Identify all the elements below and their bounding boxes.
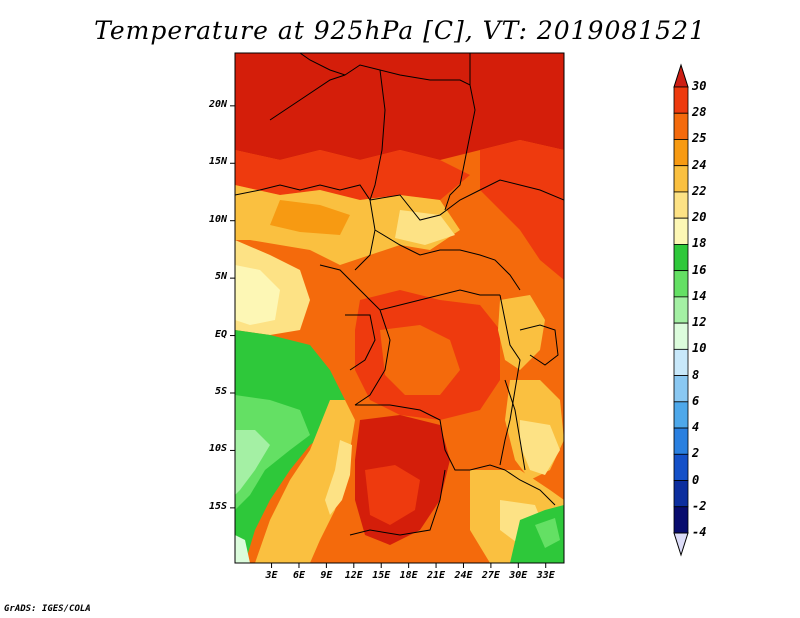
- boundary-line: [369, 179, 564, 221]
- light-green-zone-mozambique: [535, 518, 560, 548]
- colorbar-tick-label: 28: [692, 105, 707, 120]
- colorbar-swatch: [673, 217, 689, 245]
- boundaries: [235, 53, 564, 536]
- colorbar-tick-label: 16: [692, 262, 707, 277]
- colorbar-bottom-arrow: [673, 532, 689, 557]
- hot-zone-north: [235, 53, 564, 160]
- colorbar-swatch: [673, 427, 689, 455]
- lat-tick-label: 15N: [208, 156, 227, 168]
- colorbar-swatch: [673, 139, 689, 167]
- colorbar-tick-label: 22: [692, 183, 707, 198]
- colorbar-tick-label: 18: [692, 236, 707, 251]
- colorbar-tick-label: 14: [692, 288, 707, 303]
- latitude-ticks: [230, 105, 235, 509]
- boundary-line: [345, 314, 376, 371]
- colorbar-tick-label: -2: [692, 498, 707, 513]
- colorbar-swatch: [673, 86, 689, 114]
- colorbar-swatch: [673, 375, 689, 403]
- colorbar-swatch: [673, 401, 689, 429]
- boundary-line: [519, 324, 559, 366]
- credit-text: GrADS: IGES/COLA: [4, 604, 91, 614]
- lon-tick-label: 18E: [399, 570, 418, 581]
- colorbar-tick-label: 6: [692, 393, 700, 408]
- colorbar-tick-label: 4: [692, 420, 700, 435]
- lat-tick-label: 10N: [208, 213, 227, 225]
- colorbar-tick-label: 25: [692, 131, 707, 146]
- lon-tick-label: 27E: [481, 570, 500, 581]
- colorbar-tick-label: 0: [692, 472, 700, 487]
- colorbar-top-arrow: [673, 63, 689, 88]
- ocean-zone-palest: [235, 535, 250, 563]
- lon-tick-label: 6E: [292, 570, 305, 581]
- map-title: Temperature at 925hPa [C], VT: 201908152…: [94, 16, 706, 45]
- colorbar-swatch: [673, 244, 689, 272]
- boundary-line: [504, 379, 526, 471]
- temperature-field: [235, 53, 564, 563]
- boundary-line: [355, 404, 506, 471]
- lon-tick-label: 3E: [265, 570, 278, 581]
- colorbar-tick-label: -4: [692, 525, 707, 539]
- colorbar-swatch: [673, 270, 689, 298]
- lon-tick-label: 21E: [427, 570, 446, 581]
- coastal-strip-sw: [255, 400, 355, 563]
- colorbar-swatch: [673, 165, 689, 193]
- colorbar-tick-label: 30: [692, 79, 707, 93]
- colorbar-tick-label: 24: [692, 157, 707, 172]
- lat-tick-label: 5N: [214, 271, 227, 283]
- colorbar-tick-label: 2: [692, 446, 700, 461]
- ocean-zone-light-green: [235, 395, 310, 510]
- lon-tick-label: 12E: [344, 570, 363, 581]
- green-zone-mozambique: [510, 505, 564, 563]
- colorbar-swatch: [673, 322, 689, 350]
- colorbar: [673, 63, 689, 557]
- boundary-line: [374, 229, 521, 291]
- colorbar-tick-label: 8: [692, 367, 700, 382]
- map-frame: [234, 52, 565, 564]
- colorbar-swatch: [673, 296, 689, 324]
- coolest-zone-gulf: [235, 265, 280, 325]
- lon-tick-label: 15E: [372, 570, 391, 581]
- mid-band-sahel: [270, 200, 350, 235]
- cool-zone-highlands: [498, 295, 545, 370]
- cool-patch-tanzania: [520, 420, 560, 475]
- lat-tick-label: 5S: [214, 386, 227, 397]
- boundary-line: [504, 469, 556, 506]
- colorbar-swatch: [673, 480, 689, 508]
- lon-tick-label: 24E: [454, 570, 473, 581]
- coastal-strip-cool: [325, 440, 352, 515]
- lon-tick-label: 9E: [320, 570, 333, 581]
- boundary-line: [444, 84, 476, 211]
- boundary-line: [369, 69, 386, 201]
- boundary-line: [354, 309, 391, 406]
- boundary-line: [499, 294, 521, 466]
- ocean-zone-pale-green: [235, 430, 270, 495]
- warm-patch-angola: [365, 465, 420, 525]
- lat-tick-label: 10S: [208, 443, 227, 455]
- cool-patch-central: [395, 210, 455, 245]
- colorbar-swatch: [673, 112, 689, 140]
- lat-tick-label: EQ: [214, 328, 227, 340]
- lon-tick-label: 30E: [509, 570, 528, 581]
- colorbar-swatch: [673, 453, 689, 481]
- boundary-line: [235, 184, 376, 271]
- boundary-line: [319, 264, 500, 311]
- boundary-line: [269, 74, 346, 121]
- lat-tick-label: 20N: [208, 98, 227, 110]
- lon-tick-label: 33E: [536, 570, 555, 581]
- warm-band-north: [235, 150, 470, 200]
- colorbar-tick-label: 12: [692, 315, 707, 330]
- warm-zone-east: [480, 140, 564, 280]
- mid-zone-congo: [380, 325, 460, 395]
- colorbar-swatch: [673, 191, 689, 219]
- colorbar-tick-label: 20: [692, 210, 707, 225]
- colorbar-tick-label: 10: [692, 341, 707, 356]
- colorbar-swatch: [673, 506, 689, 534]
- longitude-ticks: [271, 563, 547, 568]
- lat-tick-label: 15S: [208, 500, 227, 512]
- colorbar-swatch: [673, 348, 689, 376]
- boundary-line: [349, 469, 446, 536]
